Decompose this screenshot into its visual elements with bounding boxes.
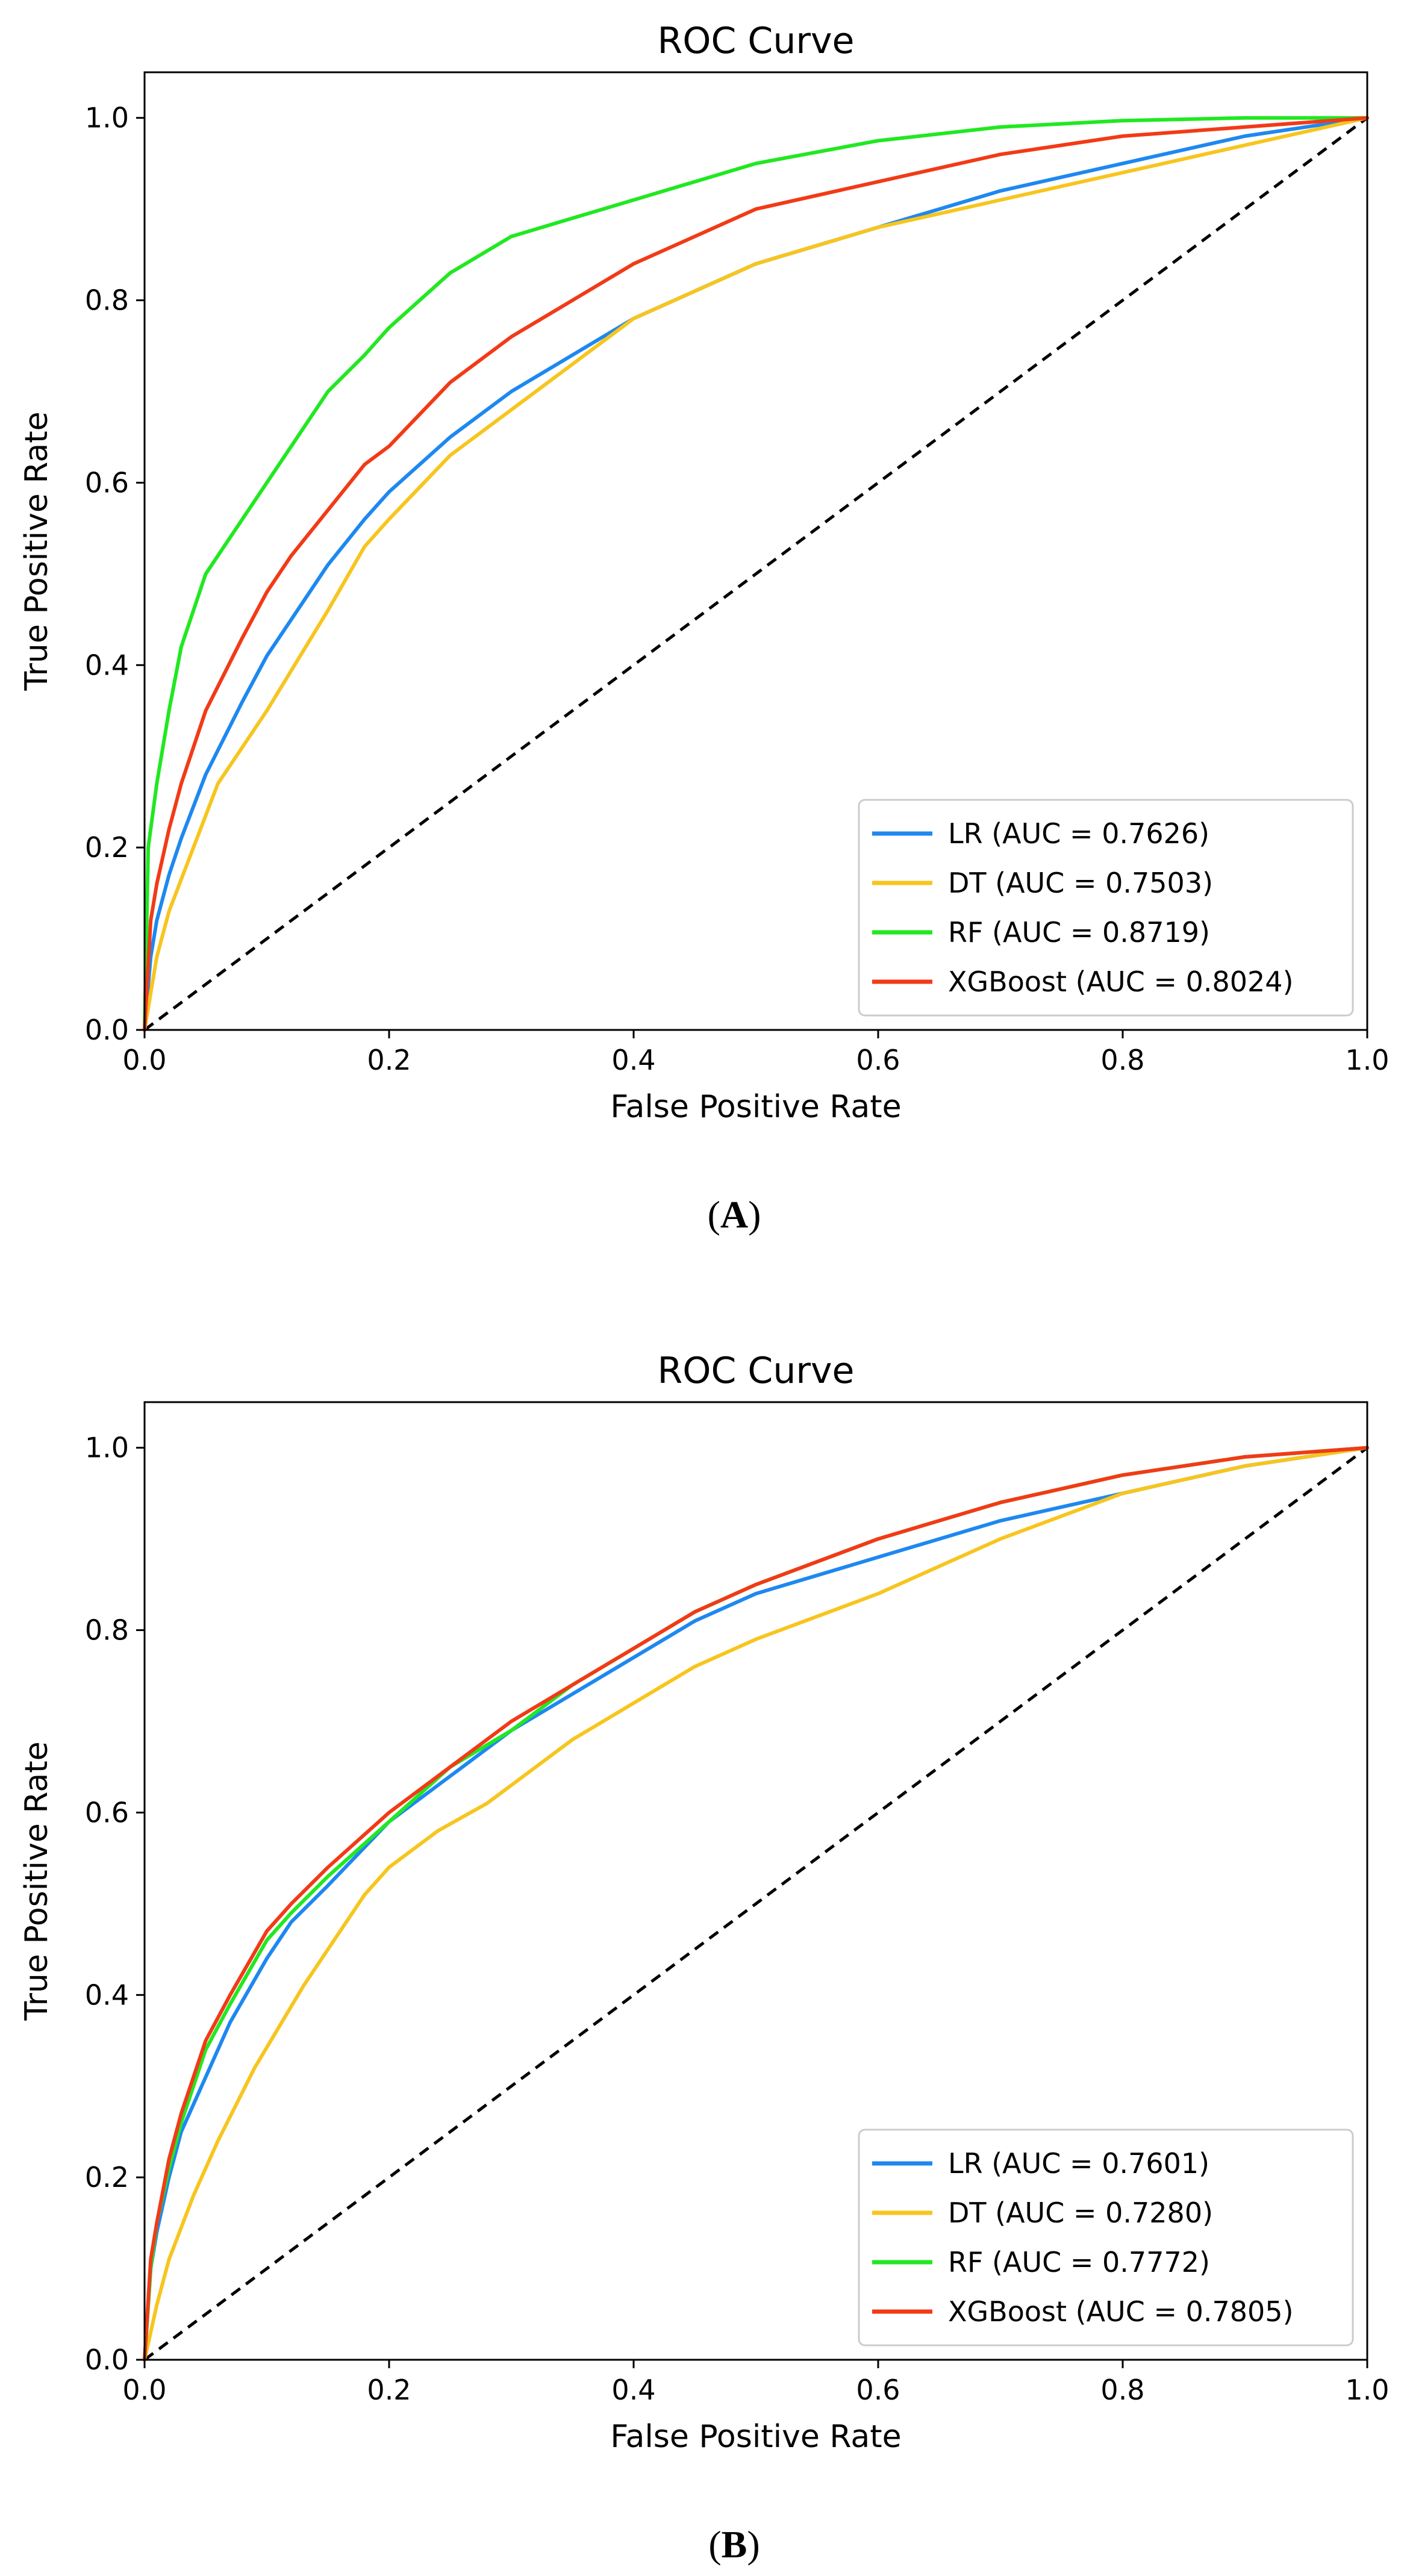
y-tick-label: 0.0 <box>85 2344 129 2376</box>
x-tick-label: 0.0 <box>122 2374 166 2406</box>
x-tick-label: 0.6 <box>856 1044 900 1076</box>
y-tick-label: 1.0 <box>85 102 129 134</box>
y-tick-label: 0.0 <box>85 1014 129 1046</box>
y-tick-label: 0.4 <box>85 649 129 681</box>
y-tick-label: 0.8 <box>85 1614 129 1647</box>
series-line-lr <box>143 116 1369 1032</box>
ticks-b: 0.0 0.2 0.4 0.6 0.8 1.0 0.0 0.2 0.4 0.6 0.8 1.0 <box>85 1432 1390 2406</box>
y-tick-label: 0.2 <box>85 831 129 864</box>
x-tick-label: 0.8 <box>1100 1044 1144 1076</box>
x-tick-label: 0.4 <box>611 2374 655 2406</box>
chart-title-a: ROC Curve <box>658 20 855 62</box>
legend-label-lr: LR (AUC = 0.7601) <box>948 2147 1209 2180</box>
y-tick-label: 1.0 <box>85 1432 129 1464</box>
x-tick-label: 1.0 <box>1345 2374 1389 2406</box>
series-line-dt <box>143 1445 1369 2362</box>
y-tick-label: 0.6 <box>85 1796 129 1829</box>
x-tick-label: 0.2 <box>367 2374 411 2406</box>
legend-b: LR (AUC = 0.7601) DT (AUC = 0.7280) RF (AU… <box>858 2128 1354 2347</box>
y-axis-label-a: True Positive Rate <box>19 411 55 691</box>
legend-a: LR (AUC = 0.7626) DT (AUC = 0.7503) RF (AU… <box>858 799 1354 1017</box>
legend-label-lr: LR (AUC = 0.7626) <box>948 817 1209 850</box>
chart-title-b: ROC Curve <box>658 1350 855 1392</box>
curves-a <box>143 116 1369 1032</box>
x-tick-label: 0.2 <box>367 1044 411 1076</box>
series-line-xgboost <box>143 1445 1369 2362</box>
series-line-lr <box>143 1445 1369 2362</box>
curves-b <box>143 1445 1369 2362</box>
series-line-rf <box>143 116 1369 1032</box>
legend-label-rf: RF (AUC = 0.8719) <box>948 916 1210 949</box>
y-axis-label-b: True Positive Rate <box>19 1741 55 2021</box>
x-tick-label: 0.6 <box>856 2374 900 2406</box>
x-tick-label: 0.0 <box>122 1044 166 1076</box>
panel-a: 0.0 0.2 0.4 0.6 0.8 1.0 0.0 0.2 0.4 0.6 0.8 1.0 ROC… <box>19 20 1390 1236</box>
y-tick-label: 0.6 <box>85 466 129 499</box>
ticks-a: 0.0 0.2 0.4 0.6 0.8 1.0 0.0 0.2 0.4 0.6 0.8 1.0 <box>85 102 1390 1076</box>
x-tick-label: 0.8 <box>1100 2374 1144 2406</box>
series-line-xgboost <box>143 116 1369 1032</box>
diagonal-reference-line <box>143 1446 1368 2362</box>
x-tick-label: 1.0 <box>1345 1044 1389 1076</box>
y-tick-label: 0.8 <box>85 284 129 317</box>
legend-label-dt: DT (AUC = 0.7280) <box>948 2197 1213 2229</box>
panel-b: 0.0 0.2 0.4 0.6 0.8 1.0 0.0 0.2 0.4 0.6 0.8 1.0 ROC… <box>19 1350 1390 2566</box>
y-tick-label: 0.2 <box>85 2161 129 2194</box>
legend-label-xgboost: XGBoost (AUC = 0.8024) <box>948 965 1294 998</box>
plot-frame-a <box>143 71 1368 1031</box>
legend-box <box>858 799 1354 1017</box>
diagonal-reference-line <box>143 116 1368 1032</box>
caption-a: (A) <box>708 1193 761 1236</box>
legend-box <box>858 2128 1354 2347</box>
x-axis-label-a: False Positive Rate <box>610 1089 901 1125</box>
x-axis-label-b: False Positive Rate <box>610 2419 901 2455</box>
x-tick-label: 0.4 <box>611 1044 655 1076</box>
series-line-dt <box>143 116 1369 1032</box>
caption-b: (B) <box>708 2523 760 2566</box>
legend-label-xgboost: XGBoost (AUC = 0.7805) <box>948 2295 1294 2328</box>
legend-label-dt: DT (AUC = 0.7503) <box>948 867 1213 899</box>
plot-frame-b <box>143 1401 1368 2361</box>
y-tick-label: 0.4 <box>85 1979 129 2011</box>
legend-label-rf: RF (AUC = 0.7772) <box>948 2246 1210 2278</box>
